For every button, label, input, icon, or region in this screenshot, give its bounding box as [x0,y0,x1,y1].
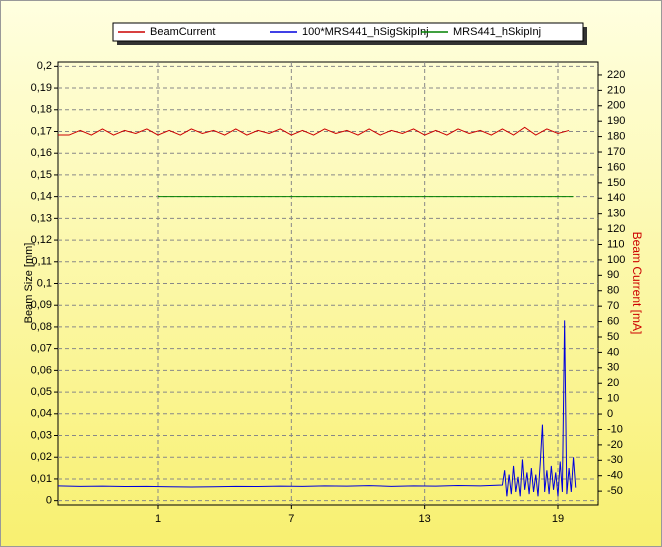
y-tick-label: 0,18 [31,104,52,116]
y2-tick-label: 220 [607,69,625,81]
legend-label: 100*MRS441_hSigSkipInj [302,26,429,38]
y2-tick-label: 150 [607,177,625,189]
x-tick-label: 19 [552,513,564,525]
y-tick-label: 0,01 [31,473,52,485]
y2-tick-label: 50 [607,331,619,343]
y2-tick-label: -40 [607,470,623,482]
y2-axis-title: Beam Current [mA] [630,232,644,335]
y2-tick-label: 110 [607,238,625,250]
y2-tick-label: 170 [607,146,625,158]
legend [112,22,584,42]
y-tick-label: 0,12 [31,234,52,246]
legend-label: MRS441_hSkipInj [453,26,541,38]
legend-label: BeamCurrent [150,26,215,38]
x-tick-label: 7 [288,513,294,525]
legend-items: BeamCurrent 100*MRS441_hSigSkipInj MRS441_… [118,26,541,38]
y2-tick-label: 90 [607,269,619,281]
y2-tick-label: 80 [607,285,619,297]
y2-tick-label: 160 [607,161,625,173]
y2-tick-label: 100 [607,254,625,266]
y2-tick-label: 130 [607,208,625,220]
y-tick-label: 0,14 [31,191,52,203]
y2-tick-label: 70 [607,300,619,312]
y2-tick-label: 180 [607,131,625,143]
y2-tick-label: 190 [607,115,625,127]
y-tick-label: 0,2 [37,60,52,72]
y2-tick-label: 140 [607,192,625,204]
y-tick-label: 0,02 [31,451,52,463]
y-tick-label: 0,17 [31,125,52,137]
y2-tick-label: -20 [607,439,623,451]
series-line [58,126,570,136]
y-tick-label: 0,13 [31,212,52,224]
y-axis-title: Beam Size [mm] [23,243,35,324]
y2-tick-label: -50 [607,485,623,497]
y2-tick-label: 0 [607,408,613,420]
y2-tick-label: -30 [607,454,623,466]
y-tick-label: 0,16 [31,147,52,159]
y-tick-label: 0,06 [31,364,52,376]
y-tick-label: 0,1 [37,277,52,289]
x-tick-label: 13 [419,513,431,525]
y-tick-label: 0,04 [31,408,52,420]
y2-tick-label: 60 [607,315,619,327]
y-tick-label: 0,19 [31,82,52,94]
y-tick-label: 0,08 [31,321,52,333]
y2-tick-label: -10 [607,423,623,435]
y2-tick-label: 120 [607,223,625,235]
y2-tick-label: 200 [607,100,625,112]
y-tick-label: 0,11 [31,256,52,268]
y-tick-label: 0 [46,495,52,507]
y-tick-label: 0,07 [31,343,52,355]
y-tick-label: 0,09 [31,299,52,311]
y2-tick-label: 210 [607,84,625,96]
y-tick-label: 0,03 [31,429,52,441]
y2-tick-label: 10 [607,393,619,405]
y2-tick-label: 20 [607,377,619,389]
y-tick-label: 0,15 [31,169,52,181]
y-tick-label: 0,05 [31,386,52,398]
y2-tick-label: 30 [607,362,619,374]
x-tick-label: 1 [155,513,161,525]
series-line [57,320,577,497]
y2-tick-label: 40 [607,346,619,358]
